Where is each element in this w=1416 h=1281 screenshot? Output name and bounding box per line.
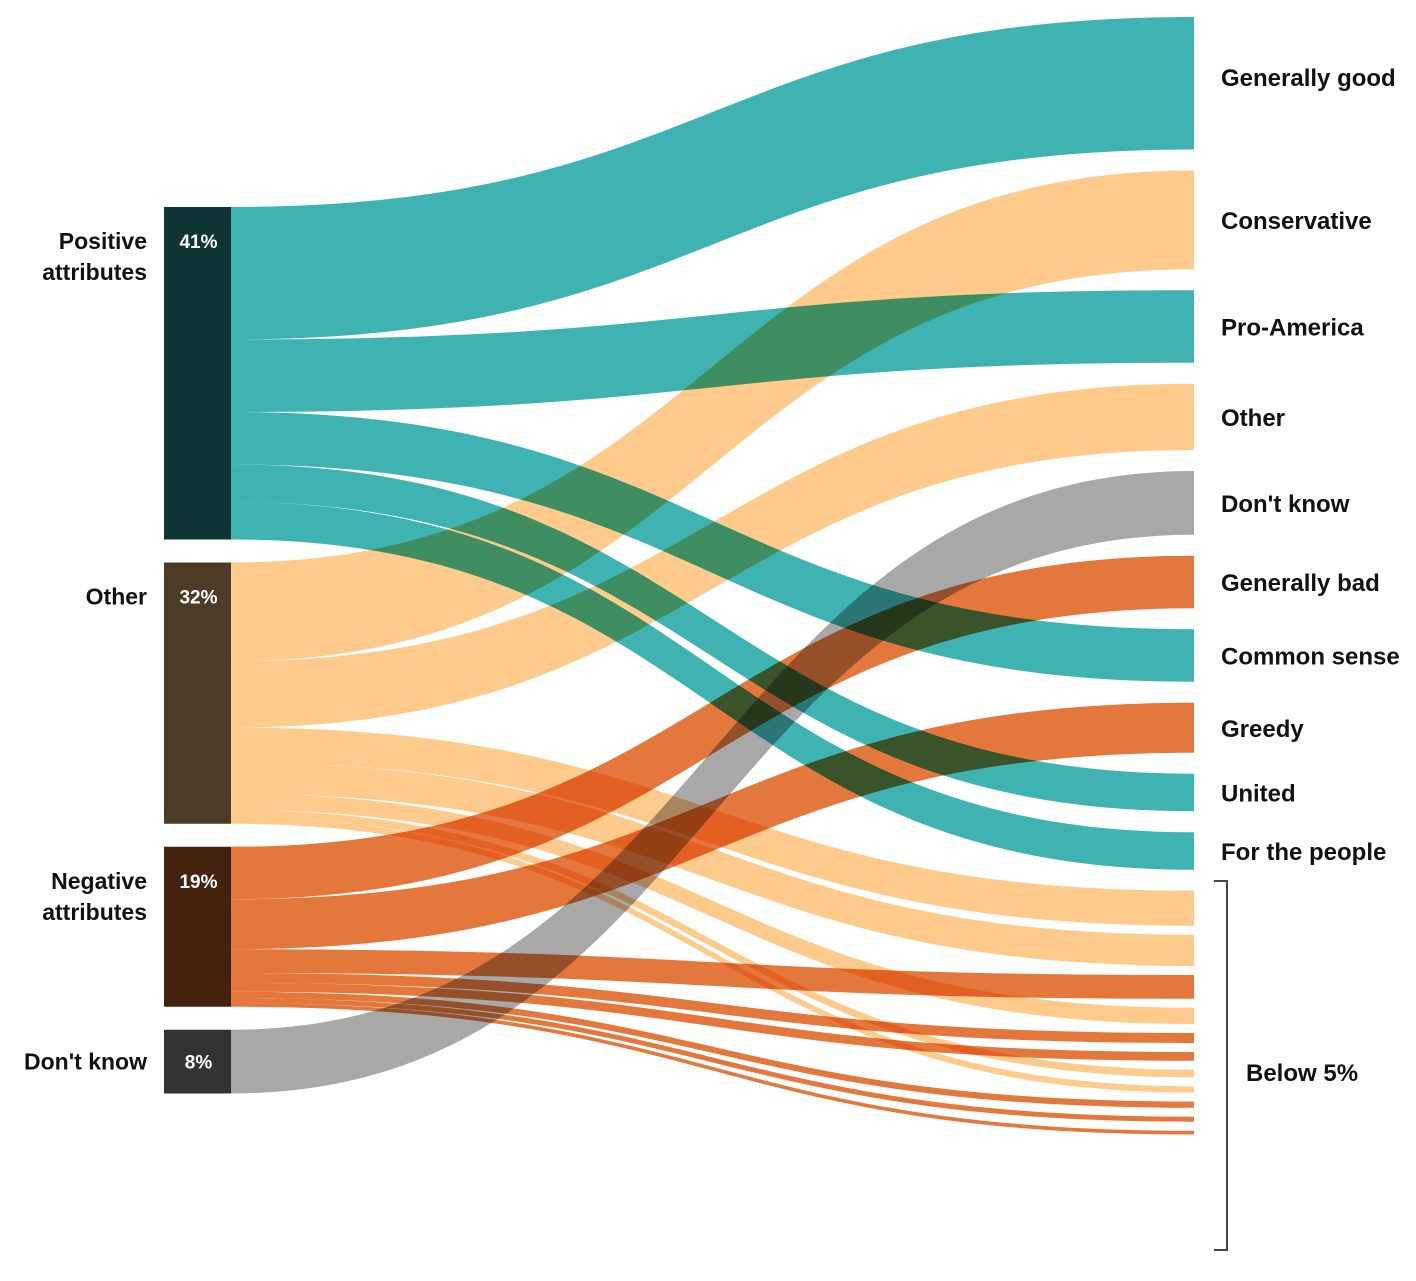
- target-label-common_sense: Common sense: [1221, 644, 1400, 671]
- flow-other-to-o3: [231, 793, 1194, 1024]
- target-label-conservative: Conservative: [1221, 208, 1372, 235]
- flow-negative-to-n5: [231, 998, 1194, 1122]
- flow-positive-to-united: [231, 464, 1194, 812]
- flow-negative-to-generally_bad: [231, 555, 1194, 900]
- flow-positive-to-generally_good: [231, 17, 1194, 340]
- target-label-pro_america: Pro-America: [1221, 315, 1364, 342]
- node-dontknow: [164, 1029, 231, 1094]
- target-label-other_t: Other: [1221, 405, 1285, 432]
- bracket-label: Below 5%: [1246, 1060, 1358, 1087]
- flow-other-to-conservative: [231, 170, 1194, 662]
- target-label-united: United: [1221, 781, 1296, 808]
- target-label-dont_know_t: Don't know: [1221, 491, 1350, 518]
- node-negative: [164, 846, 231, 1007]
- flow-positive-to-pro_america: [231, 290, 1194, 412]
- flow-negative-to-n6: [231, 1003, 1194, 1135]
- percent-positive: 41%: [179, 232, 217, 253]
- nodes-layer: [164, 207, 231, 1094]
- percent-other: 32%: [179, 588, 217, 609]
- source-label-negative: Negative: [51, 868, 147, 894]
- target-label-generally_good: Generally good: [1221, 65, 1396, 92]
- flow-dontknow-to-dont_know_t: [231, 471, 1194, 1094]
- target-label-for_the_people: For the people: [1221, 839, 1386, 866]
- flow-negative-to-n4: [231, 991, 1194, 1108]
- labels-layer: 41% Positive attributes 32% Other 19% Negative…: [24, 65, 1400, 1075]
- flow-negative-to-greedy: [231, 702, 1194, 950]
- source-label-negative: attributes: [42, 899, 147, 925]
- source-label-dontknow: Don't know: [24, 1049, 147, 1075]
- source-label-positive: Positive: [59, 228, 147, 254]
- flow-negative-to-n2: [231, 973, 1194, 1043]
- flow-other-to-o2: [231, 762, 1194, 966]
- node-other: [164, 562, 231, 824]
- below-5-bracket: Below 5%: [1214, 880, 1358, 1251]
- percent-negative: 19%: [179, 872, 217, 893]
- flow-negative-to-n1: [231, 949, 1194, 999]
- target-label-generally_bad: Generally bad: [1221, 570, 1380, 597]
- flows-layer: [231, 17, 1194, 1135]
- percent-dontknow: 8%: [185, 1053, 213, 1074]
- flow-positive-to-for_the_people: [231, 502, 1194, 870]
- bracket-line: [1214, 880, 1228, 1251]
- source-label-other: Other: [86, 584, 147, 610]
- flow-other-to-o5: [231, 817, 1194, 1093]
- target-label-greedy: Greedy: [1221, 716, 1304, 743]
- flow-other-to-other_t: [231, 383, 1194, 728]
- source-label-positive: attributes: [42, 259, 147, 285]
- node-positive: [164, 207, 231, 540]
- flow-negative-to-n3: [231, 983, 1194, 1061]
- flow-other-to-o4: [231, 810, 1194, 1078]
